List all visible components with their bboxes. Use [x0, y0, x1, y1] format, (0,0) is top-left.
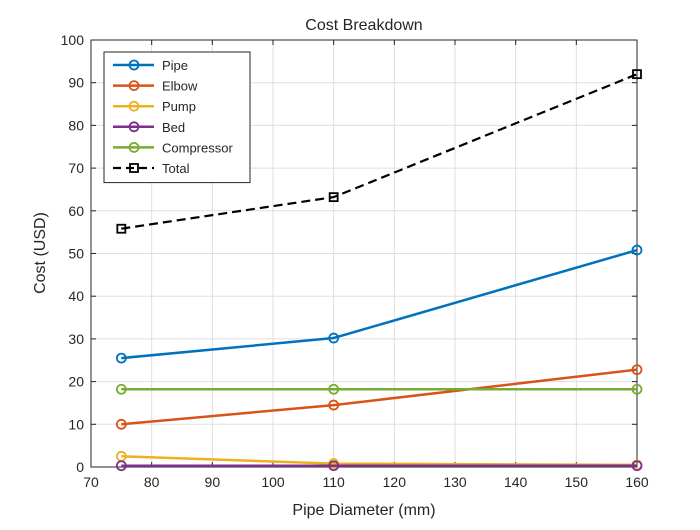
data-point-total	[632, 69, 642, 80]
series-pipe	[115, 244, 643, 364]
y-tick-label: 20	[68, 374, 84, 390]
x-tick-label: 120	[383, 474, 407, 490]
x-tick-label: 110	[323, 474, 346, 490]
legend-label-pipe: Pipe	[162, 58, 188, 73]
legend-label-pump: Pump	[162, 99, 196, 114]
series-line-elbow	[121, 368, 638, 426]
y-axis-title: Cost (USD)	[32, 212, 49, 294]
data-point-compressor	[328, 383, 340, 395]
data-point-total	[116, 223, 127, 234]
x-tick-label: 160	[625, 474, 649, 490]
data-point-bed	[328, 460, 340, 472]
y-tick-label: 40	[68, 288, 84, 304]
x-tick-label: 100	[261, 474, 285, 490]
data-point-compressor	[115, 383, 127, 395]
series-bed	[115, 460, 643, 472]
legend-marker-compressor	[128, 141, 140, 153]
x-tick-label: 80	[144, 474, 160, 490]
data-point-pipe	[631, 244, 643, 256]
legend-marker-elbow	[128, 80, 140, 91]
legend-marker-pump	[128, 100, 140, 112]
y-tick-label: 50	[68, 246, 84, 262]
series-line-pipe	[121, 248, 638, 360]
x-tick-label: 90	[205, 474, 221, 490]
y-tick-label: 10	[68, 416, 84, 432]
y-tick-label: 70	[68, 160, 84, 176]
legend-label-compressor: Compressor	[162, 140, 233, 155]
data-point-elbow	[115, 418, 127, 430]
series-compressor	[115, 383, 643, 395]
y-tick-label: 0	[76, 459, 84, 475]
x-tick-label: 130	[443, 474, 467, 490]
x-tick-label: 150	[565, 474, 589, 490]
data-point-bed	[115, 460, 127, 472]
x-tick-label: 70	[83, 474, 99, 490]
legend-marker-total	[129, 163, 139, 173]
y-tick-label: 80	[68, 117, 84, 133]
series-elbow	[115, 364, 643, 430]
legend-label-total: Total	[162, 161, 190, 176]
data-point-pipe	[328, 332, 340, 344]
y-tick-label: 90	[68, 75, 84, 91]
legend-marker-bed	[128, 121, 140, 133]
x-tick-label: 140	[504, 474, 528, 490]
data-point-total	[328, 192, 339, 203]
data-point-compressor	[631, 383, 643, 395]
x-axis-title: Pipe Diameter (mm)	[292, 502, 435, 519]
legend-marker-pipe	[128, 59, 140, 71]
series-total	[116, 69, 642, 234]
data-point-elbow	[328, 399, 340, 411]
legend-label-elbow: Elbow	[162, 79, 198, 94]
legend: Pipe Elbow Pump Bed Compressor Total	[103, 51, 251, 184]
y-tick-label: 30	[68, 331, 84, 347]
chart-title: Cost Breakdown	[305, 17, 422, 34]
y-tick-label: 100	[61, 32, 85, 48]
data-point-elbow	[631, 364, 643, 376]
y-tick-label: 60	[68, 203, 84, 219]
data-point-bed	[631, 460, 643, 472]
legend-label-bed: Bed	[162, 120, 185, 135]
data-point-pipe	[115, 352, 127, 364]
legend-box	[103, 51, 251, 184]
series-line-total	[121, 73, 638, 230]
